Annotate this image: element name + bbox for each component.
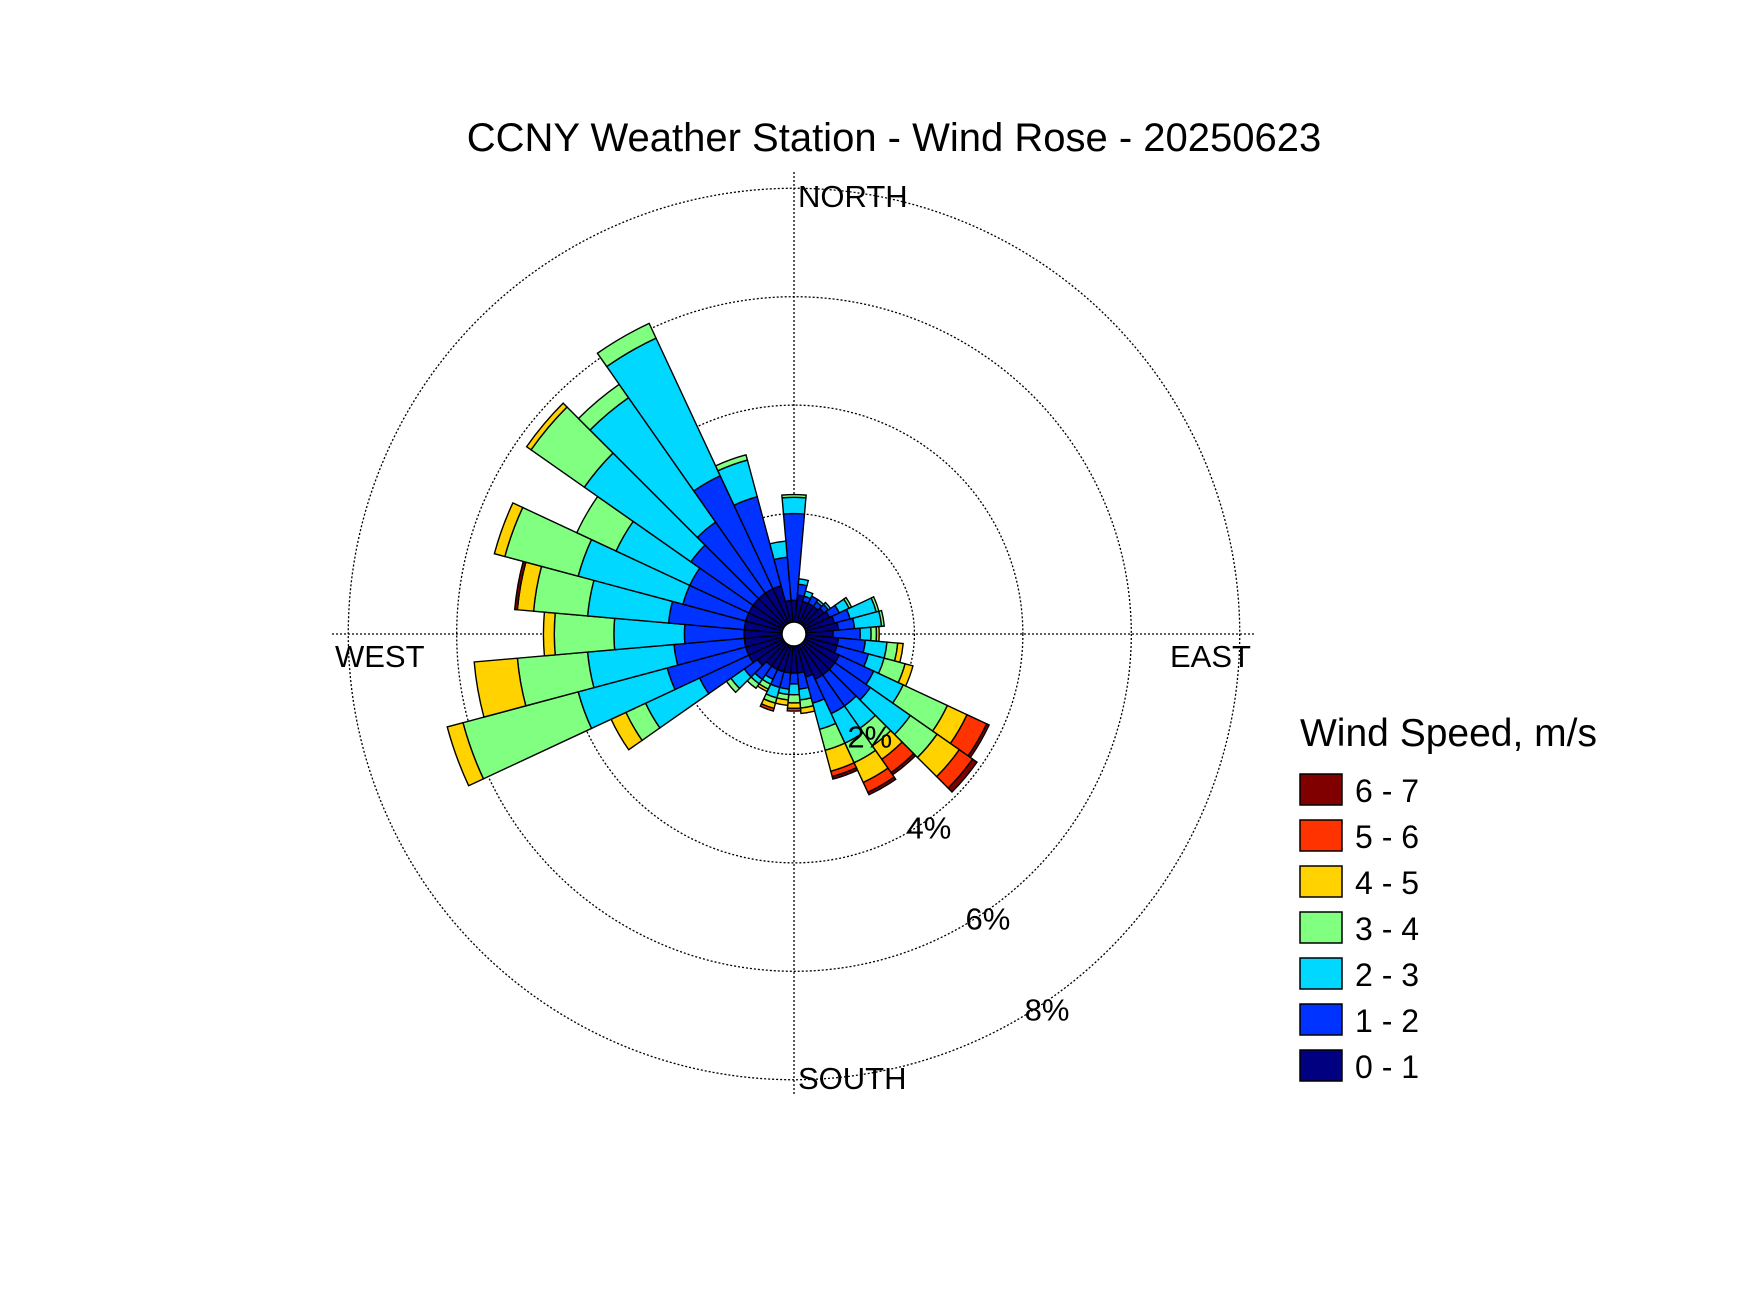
- legend-label-1: 5 - 6: [1355, 819, 1419, 855]
- direction-label-east: EAST: [1170, 639, 1251, 674]
- legend-swatch-0: [1299, 773, 1343, 806]
- radial-tick-label-2: 2%: [847, 720, 892, 755]
- wind-bar-90-bin-2: [859, 626, 872, 642]
- wind-bar-290-bin-4: [493, 501, 524, 558]
- wind-bar-10-bin-2: [797, 578, 810, 587]
- legend-label-4: 2 - 3: [1355, 957, 1419, 993]
- direction-label-south: SOUTH: [798, 1061, 907, 1096]
- legend-swatch-4: [1299, 957, 1343, 990]
- legend-title: Wind Speed, m/s: [1300, 712, 1597, 755]
- legend-swatch-3: [1299, 911, 1343, 944]
- wind-rose-bars: [446, 322, 991, 796]
- radial-tick-label-4: 4%: [906, 811, 951, 846]
- wind-bar-190-bin-4: [774, 697, 789, 707]
- polar-grid: [332, 172, 1256, 1096]
- wind-bar-270-bin-4: [542, 611, 556, 657]
- legend-label-0: 6 - 7: [1355, 773, 1419, 809]
- wind-bar-170-bin-4: [799, 704, 816, 715]
- radial-tick-labels: 2% 4% 6% 8%: [847, 720, 1069, 1028]
- legend-swatch-1: [1299, 819, 1343, 852]
- legend-swatch-2: [1299, 865, 1343, 898]
- legend-label-3: 3 - 4: [1355, 911, 1419, 947]
- direction-label-north: NORTH: [798, 179, 908, 214]
- legend: Wind Speed, m/s 6 - 7 5 - 6 4 - 5 3 - 4 2 - …: [1299, 712, 1597, 1085]
- wind-bar-310-bin-4: [525, 402, 568, 451]
- legend-swatch-5: [1299, 1003, 1343, 1036]
- legend-swatch-6: [1299, 1049, 1343, 1082]
- wind-bar-0-bin-2: [781, 496, 807, 515]
- wind-bar-330-bin-3: [596, 322, 657, 368]
- wind-bar-160-bin-6: [831, 766, 859, 780]
- radial-tick-label-6: 6%: [966, 902, 1011, 937]
- wind-bar-260-bin-4: [473, 657, 527, 718]
- wind-bar-340-bin-3: [714, 453, 749, 472]
- wind-bar-90-bin-3: [870, 626, 878, 642]
- wind-bar-270-bin-3: [553, 612, 616, 656]
- wind-bar-90-bin-4: [875, 625, 880, 643]
- wind-bar-250-bin-4: [446, 721, 485, 787]
- direction-labels: NORTH EAST SOUTH WEST: [335, 179, 1251, 1096]
- wind-bar-180-bin-5: [786, 707, 802, 712]
- legend-label-6: 0 - 1: [1355, 1049, 1419, 1085]
- grid-ring-2: [672, 512, 916, 756]
- wind-bar-150-bin-6: [866, 776, 897, 796]
- wind-bar-0-bin-3: [781, 493, 807, 499]
- center-hole: [781, 621, 807, 647]
- wind-bar-180-bin-4: [786, 701, 802, 710]
- wind-bar-200-bin-5: [759, 702, 775, 712]
- wind-bar-180-bin-2: [787, 683, 801, 696]
- chart-title: CCNY Weather Station - Wind Rose - 20250…: [467, 116, 1322, 160]
- legend-label-5: 1 - 2: [1355, 1003, 1419, 1039]
- wind-bar-130-bin-6: [947, 758, 979, 793]
- direction-label-west: WEST: [335, 639, 425, 674]
- legend-label-2: 4 - 5: [1355, 865, 1419, 901]
- wind-bar-80-bin-3: [878, 609, 886, 628]
- radial-tick-label-8: 8%: [1025, 992, 1070, 1027]
- wind-bar-350-bin-2: [768, 540, 789, 561]
- wind-bar-180-bin-3: [787, 693, 801, 704]
- grid-ring-4: [564, 404, 1024, 864]
